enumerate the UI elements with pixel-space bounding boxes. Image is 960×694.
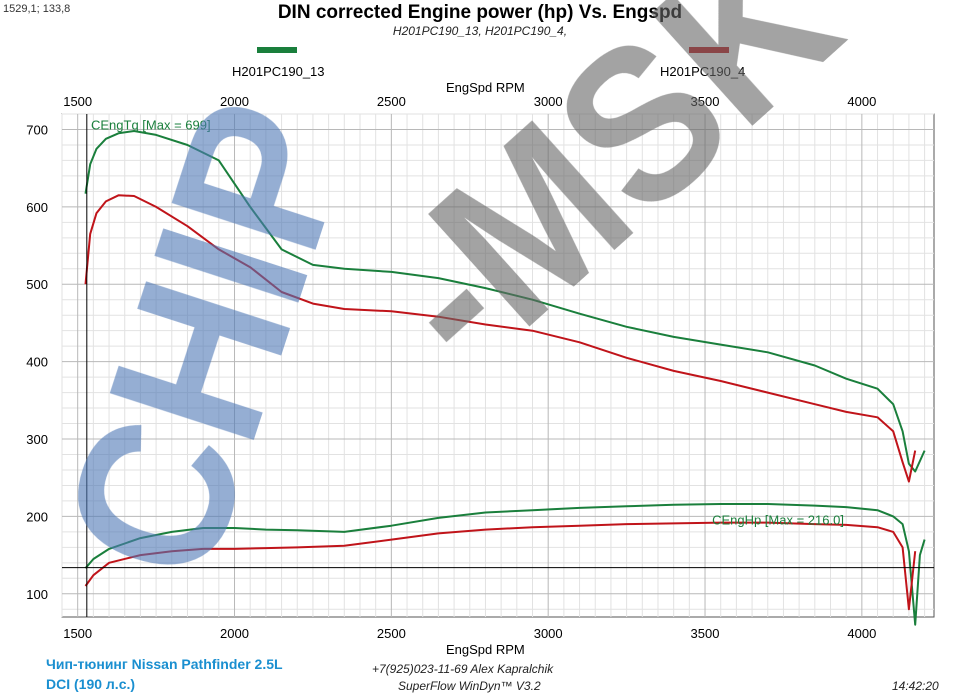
brand-line-1: Чип-тюнинг Nissan Pathfinder 2.5L bbox=[46, 656, 283, 672]
x-axis-label-top: EngSpd RPM bbox=[446, 80, 525, 95]
series-line-2 bbox=[84, 194, 917, 483]
annotation-2: CEngHp [Max = 216.0] bbox=[712, 512, 844, 527]
y-tick-label: 200 bbox=[26, 509, 48, 524]
chart-subtitle: H201PC190_13, H201PC190_4, bbox=[392, 24, 568, 38]
x-tick-label-bottom: 4000 bbox=[847, 626, 876, 641]
plot-area bbox=[61, 113, 935, 618]
x-tick-label-bottom: 3500 bbox=[691, 626, 720, 641]
x-tick-label-top: 1500 bbox=[63, 94, 92, 109]
legend-swatch-series-1 bbox=[257, 47, 297, 53]
series-line-4 bbox=[84, 521, 917, 611]
x-tick-label-bottom: 1500 bbox=[63, 626, 92, 641]
legend-label-series-1: H201PC190_13 bbox=[232, 64, 325, 79]
time-stamp: 14:42:20 bbox=[892, 679, 939, 693]
y-tick-label: 600 bbox=[26, 200, 48, 215]
contact-line: +7(925)023-11-69 Alex Kapralchik bbox=[372, 662, 554, 676]
series-line-1 bbox=[84, 130, 926, 473]
x-tick-label-top: 3500 bbox=[691, 94, 720, 109]
brand-footer: Чип-тюнинг Nissan Pathfinder 2.5L DCI (1… bbox=[46, 654, 283, 694]
legend-swatch-series-2 bbox=[689, 47, 729, 53]
legend-label-series-2: H201PC190_4 bbox=[660, 64, 746, 79]
x-axis-label-bottom: EngSpd RPM bbox=[446, 642, 525, 657]
x-tick-label-bottom: 2000 bbox=[220, 626, 249, 641]
x-tick-label-top: 2500 bbox=[377, 94, 406, 109]
series-line-3 bbox=[84, 503, 926, 626]
y-tick-label: 500 bbox=[26, 277, 48, 292]
y-tick-label: 400 bbox=[26, 355, 48, 370]
software-line: SuperFlow WinDyn™ V3.2 bbox=[398, 679, 541, 693]
x-tick-label-top: 3000 bbox=[534, 94, 563, 109]
y-tick-label: 700 bbox=[26, 122, 48, 137]
brand-line-2: DCI (190 л.с.) bbox=[46, 676, 136, 692]
x-tick-label-bottom: 3000 bbox=[534, 626, 563, 641]
annotation-1: CEngTq [Max = 699] bbox=[91, 118, 211, 133]
chart-title: DIN corrected Engine power (hp) Vs. Engs… bbox=[277, 2, 683, 23]
x-tick-label-top: 4000 bbox=[847, 94, 876, 109]
x-tick-label-bottom: 2500 bbox=[377, 626, 406, 641]
y-tick-label: 100 bbox=[26, 587, 48, 602]
cursor-readout: 1529,1; 133,8 bbox=[3, 3, 71, 15]
x-tick-label-top: 2000 bbox=[220, 94, 249, 109]
y-tick-label: 300 bbox=[26, 432, 48, 447]
